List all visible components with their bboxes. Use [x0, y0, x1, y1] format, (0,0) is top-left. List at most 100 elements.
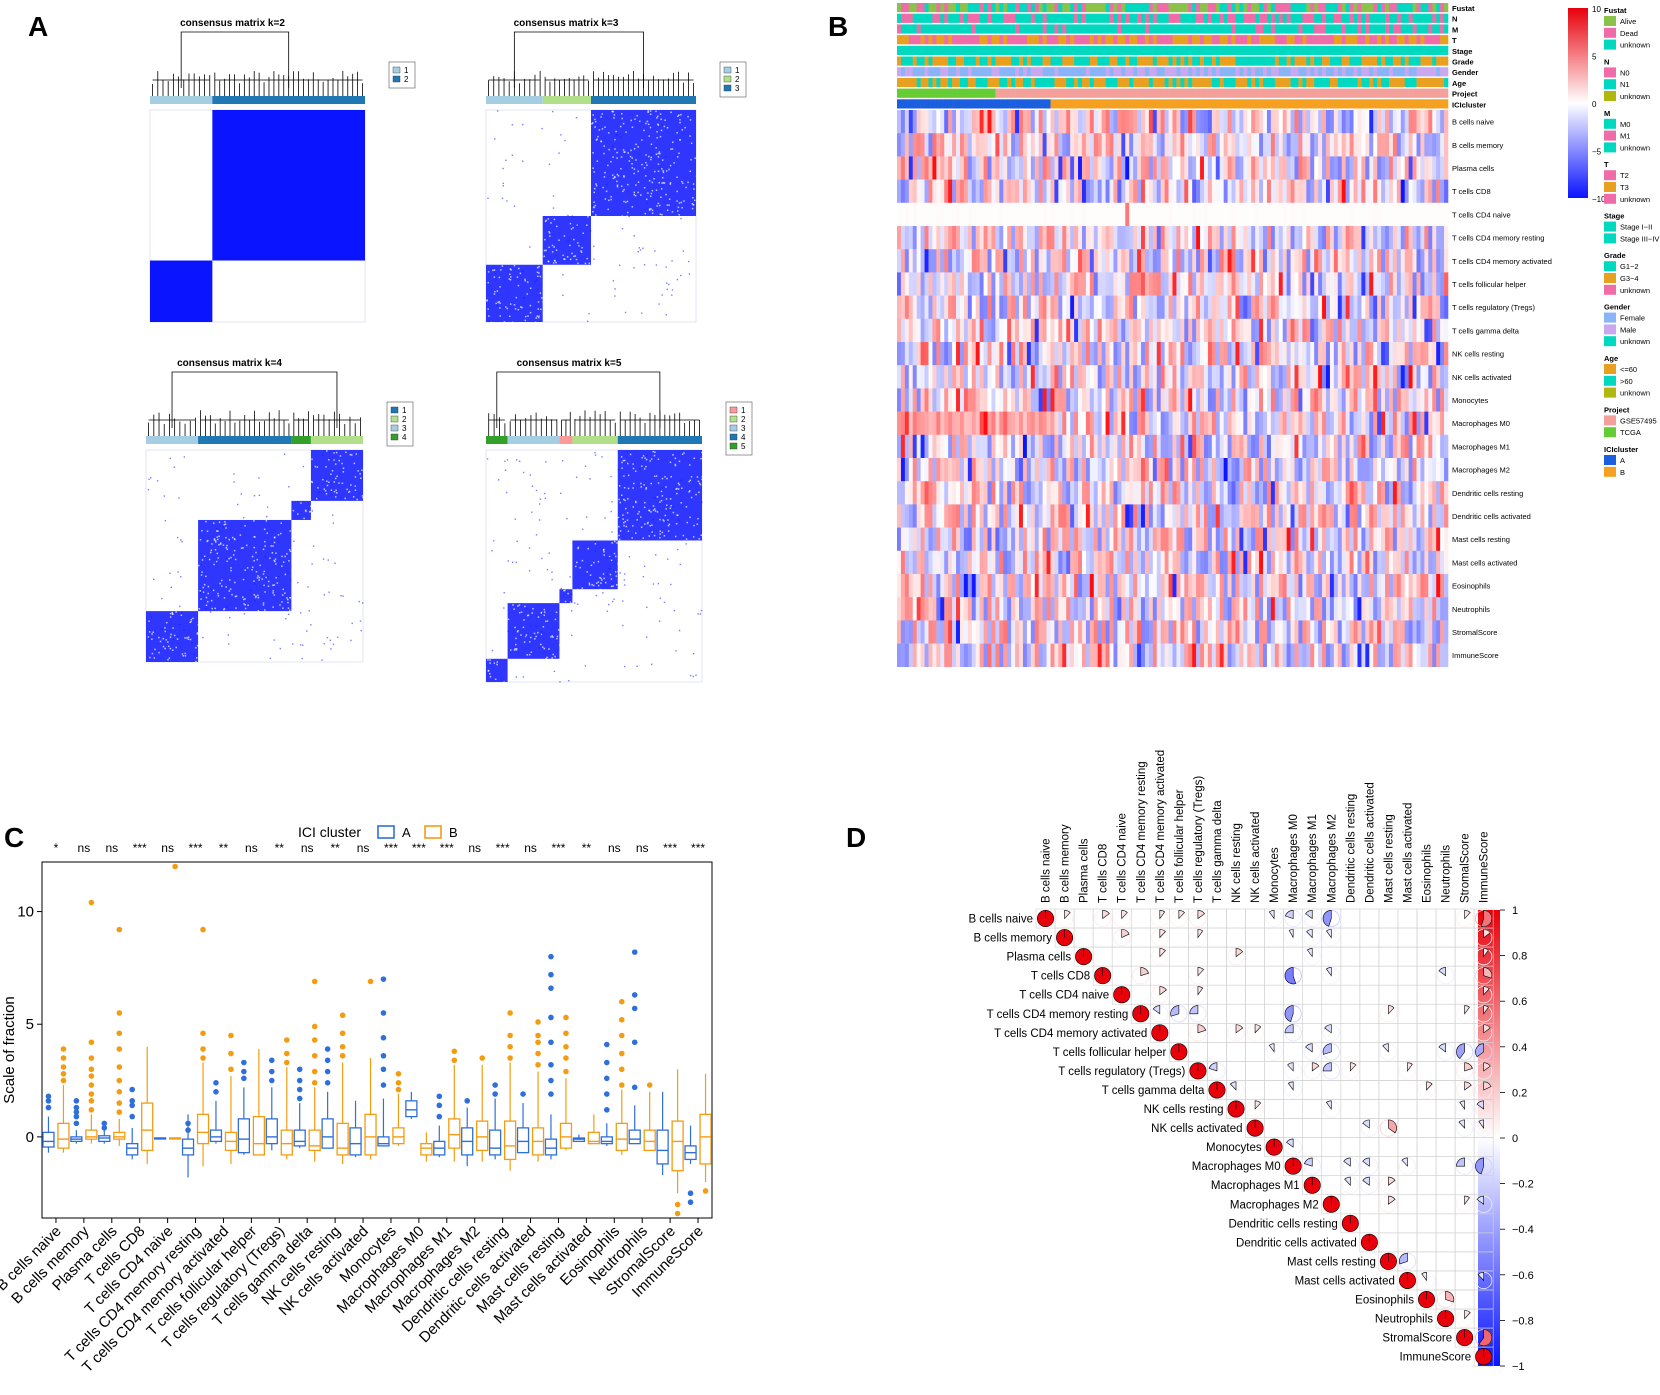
heatmap-cell — [1365, 342, 1370, 366]
noise-dot — [529, 650, 532, 652]
heatmap-cell — [1085, 295, 1091, 319]
heatmap-cell — [1247, 226, 1252, 250]
noise-dot — [513, 649, 516, 651]
annotation-cell — [1156, 35, 1161, 45]
heatmap-cell — [1176, 133, 1181, 157]
annotation-cell — [932, 99, 937, 109]
noise-dot — [541, 127, 543, 130]
annotation-cell — [932, 88, 937, 98]
heatmap-cell — [1097, 272, 1102, 296]
heatmap-cell — [1385, 202, 1390, 227]
noise-dot — [611, 600, 614, 603]
annotation-cell — [1259, 56, 1264, 66]
heatmap-cell — [1050, 110, 1055, 134]
noise-dot — [333, 481, 336, 483]
noise-dot — [623, 200, 625, 203]
heatmap-cell — [1361, 388, 1366, 412]
heatmap-cell — [924, 295, 929, 319]
heatmap-cell — [1070, 179, 1075, 203]
annotation-cell — [1373, 67, 1378, 77]
heatmap-cell — [1105, 272, 1110, 296]
annotation-cell — [1341, 88, 1346, 98]
noise-dot — [537, 616, 540, 618]
annotation-cell — [1294, 77, 1299, 88]
noise-dot — [610, 510, 612, 513]
annotation-cell — [1365, 77, 1370, 88]
noise-dot — [255, 551, 257, 554]
annotation-cell — [1042, 88, 1047, 98]
heatmap-cell — [1255, 133, 1260, 157]
heatmap-cell — [971, 411, 977, 435]
heatmap-cell — [1133, 342, 1138, 366]
heatmap-cell — [1436, 110, 1441, 134]
heatmap-cell — [912, 156, 917, 180]
noise-dot — [564, 139, 566, 142]
annotation-cell — [1436, 45, 1441, 55]
annotation-cell — [1089, 56, 1095, 66]
heatmap-cell — [1314, 342, 1319, 366]
noise-dot — [518, 267, 520, 270]
heatmap-cell — [983, 179, 988, 203]
annotation-cell — [1227, 13, 1232, 23]
heatmap-cell — [1121, 202, 1126, 227]
noise-dot — [316, 466, 319, 468]
noise-dot — [679, 121, 681, 124]
noise-dot — [586, 571, 588, 573]
noise-dot — [529, 636, 532, 639]
heatmap-cell — [1444, 133, 1449, 157]
annotation-cell — [908, 3, 914, 13]
heatmap-cell — [967, 133, 973, 157]
annotation-cell — [1357, 77, 1362, 88]
heatmap-cell — [999, 388, 1004, 412]
heatmap-cell — [1022, 226, 1028, 250]
heatmap-cell — [1349, 133, 1354, 157]
heatmap-row-label: T cells CD8 — [1452, 187, 1491, 196]
noise-dot — [283, 453, 286, 455]
annotation-cell — [1278, 88, 1283, 98]
annotation-cell — [1196, 56, 1201, 66]
annotation-cell — [1180, 77, 1185, 88]
heatmap-cell — [1432, 342, 1437, 366]
legend-label: 5 — [741, 442, 746, 451]
noise-dot — [253, 594, 255, 596]
noise-dot — [632, 506, 635, 508]
annotation-cell — [928, 56, 933, 66]
noise-dot — [496, 290, 499, 292]
heatmap-cell — [1377, 179, 1382, 203]
heatmap-cell — [1444, 318, 1449, 343]
annotation-cell — [1286, 56, 1291, 66]
annotation-cell — [1200, 24, 1205, 34]
noise-dot — [568, 679, 570, 682]
heatmap-cell — [1066, 295, 1071, 319]
annotation-cell — [1137, 13, 1142, 23]
heatmap-cell — [1227, 179, 1232, 203]
annotation-cell — [1184, 24, 1189, 34]
annotation-cell — [1373, 35, 1378, 45]
heatmap-cell — [1168, 202, 1173, 227]
noise-dot — [251, 569, 253, 571]
heatmap-cell — [1160, 318, 1165, 343]
noise-dot — [545, 219, 547, 222]
heatmap-cell — [1235, 226, 1240, 250]
noise-dot — [491, 550, 493, 552]
heatmap-cell — [928, 249, 933, 273]
heatmap-cell — [1337, 226, 1343, 250]
annotation-cell — [1436, 99, 1441, 109]
heatmap-cell — [1306, 365, 1311, 389]
noise-dot — [669, 182, 672, 184]
heatmap-cell — [1215, 179, 1221, 203]
annotation-cell — [1282, 88, 1287, 98]
heatmap-cell — [1113, 388, 1118, 412]
annotation-cell — [1022, 45, 1028, 55]
noise-dot — [664, 514, 667, 517]
heatmap-cell — [1444, 156, 1449, 180]
annotation-cell — [1011, 56, 1016, 66]
annotation-cell — [1396, 13, 1402, 23]
heatmap-cell — [1432, 249, 1437, 273]
annotation-cell — [900, 77, 906, 88]
heatmap-cell — [995, 388, 1000, 412]
heatmap-cell — [1184, 411, 1189, 435]
heatmap-cell — [1302, 365, 1307, 389]
annotation-cell — [920, 67, 925, 77]
heatmap-cell — [999, 133, 1004, 157]
